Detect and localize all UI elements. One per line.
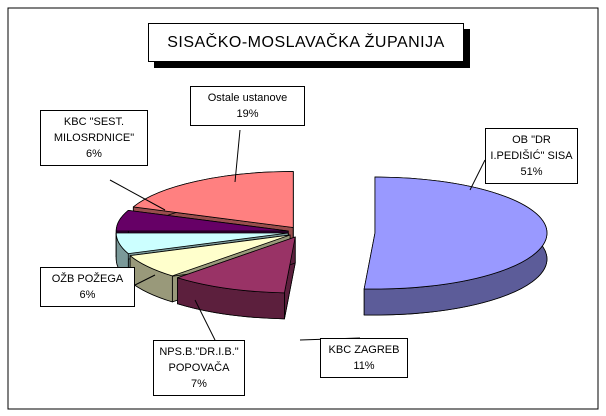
value-label: 19% (236, 108, 259, 120)
value-label: 51% (520, 166, 543, 178)
data-label: OB "DR I.PEDIŠIĆ" SISA 51% (485, 128, 578, 184)
category-label: NPS.B."DR.I.B." POPOVAČA (159, 346, 239, 374)
leader-line (134, 274, 156, 286)
leader-line (234, 129, 241, 183)
value-label: 7% (191, 378, 207, 390)
data-label: NPS.B."DR.I.B." POPOVAČA 7% (153, 340, 245, 396)
slice (363, 176, 548, 290)
slice (132, 171, 294, 228)
slice (129, 234, 291, 277)
value-label: 6% (86, 148, 102, 160)
leader-line (194, 299, 216, 341)
chart-title: SISAČKO-MOSLAVAČKA ŽUPANIJA (148, 23, 464, 62)
slice (177, 236, 296, 294)
data-label: Ostale ustanove 19% (190, 86, 305, 126)
data-label: KBC ZAGREB 11% (320, 338, 408, 378)
category-label: OB "DR I.PEDIŠIĆ" SISA (490, 134, 573, 162)
category-label: OŽB POŽEGA (51, 273, 124, 285)
leader-line (109, 179, 166, 211)
category-label: Ostale ustanove (207, 92, 288, 104)
leader-line (469, 159, 486, 191)
category-label: KBC "SEST. MILOSRDNICE" (53, 116, 135, 144)
category-label: KBC ZAGREB (328, 344, 400, 356)
data-label: OŽB POŽEGA 6% (40, 267, 135, 307)
slice (115, 232, 289, 255)
data-label: KBC "SEST. MILOSRDNICE" 6% (40, 110, 148, 166)
value-label: 6% (79, 289, 96, 301)
value-label: 11% (353, 360, 375, 372)
slice (115, 209, 289, 232)
